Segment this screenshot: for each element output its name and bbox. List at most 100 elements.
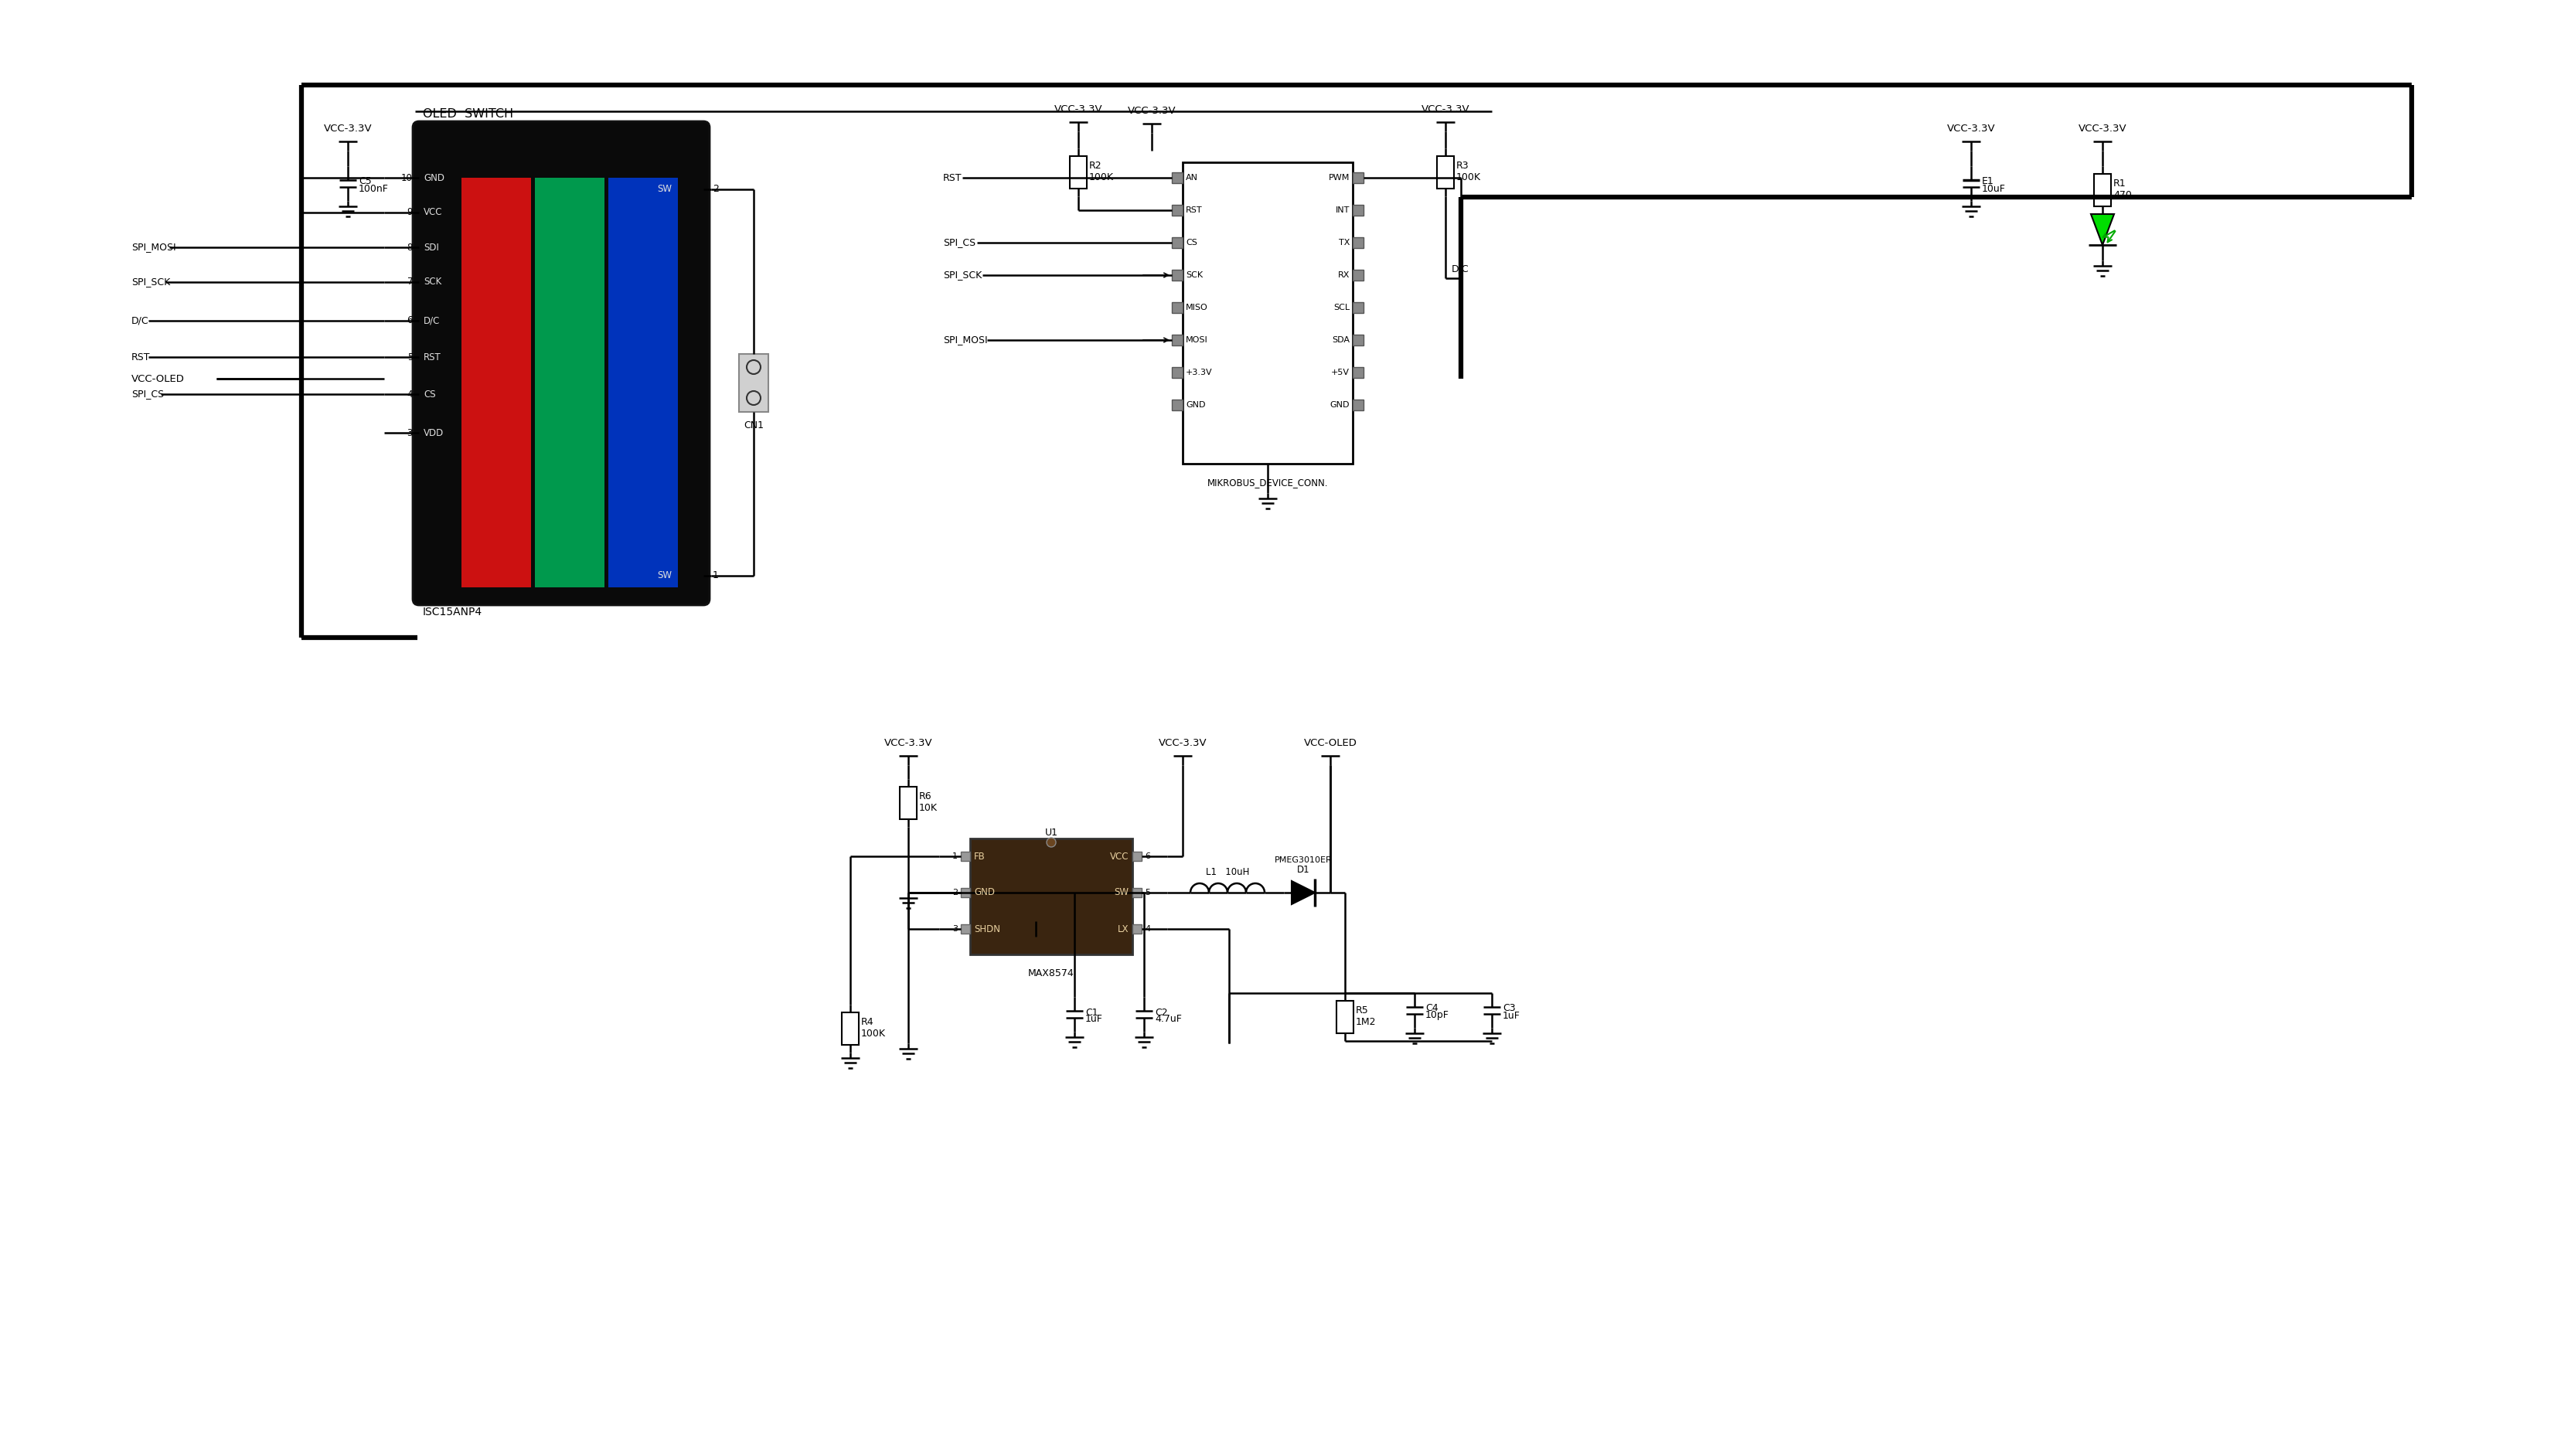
Text: 1: 1 bbox=[951, 852, 959, 860]
Bar bbox=[1353, 303, 1363, 313]
Text: MIKROBUS_DEVICE_CONN.: MIKROBUS_DEVICE_CONN. bbox=[1207, 478, 1327, 488]
Bar bbox=[1171, 335, 1184, 345]
Bar bbox=[1171, 367, 1184, 379]
Text: MISO: MISO bbox=[1186, 304, 1207, 312]
Text: VDD: VDD bbox=[424, 428, 445, 438]
Text: R5: R5 bbox=[1355, 1006, 1368, 1016]
FancyBboxPatch shape bbox=[412, 121, 711, 606]
Text: R2: R2 bbox=[1089, 160, 1102, 170]
Text: L1   10uH: L1 10uH bbox=[1207, 868, 1250, 877]
Text: SPI_MOSI: SPI_MOSI bbox=[130, 242, 176, 252]
Text: 100nF: 100nF bbox=[358, 183, 389, 194]
Text: VCC-3.3V: VCC-3.3V bbox=[1053, 105, 1102, 115]
Text: 9: 9 bbox=[407, 208, 412, 217]
Bar bbox=[961, 888, 969, 897]
Text: D/C: D/C bbox=[424, 316, 440, 326]
Bar bbox=[1353, 269, 1363, 281]
Text: VCC-3.3V: VCC-3.3V bbox=[2079, 124, 2127, 134]
Text: VCC-3.3V: VCC-3.3V bbox=[1946, 124, 1994, 134]
Text: 6: 6 bbox=[407, 316, 412, 326]
Text: MOSI: MOSI bbox=[1186, 336, 1207, 344]
Bar bbox=[961, 925, 969, 933]
Text: D/C: D/C bbox=[1452, 264, 1470, 274]
Text: D1: D1 bbox=[1296, 865, 1309, 875]
Bar bbox=[739, 354, 767, 412]
Text: CS: CS bbox=[1186, 239, 1197, 246]
Text: RST: RST bbox=[130, 352, 151, 363]
Text: MAX8574: MAX8574 bbox=[1028, 968, 1074, 978]
Bar bbox=[1353, 335, 1363, 345]
Text: 100K: 100K bbox=[1089, 172, 1115, 182]
Text: VCC-3.3V: VCC-3.3V bbox=[325, 124, 371, 134]
Text: SPI_MOSI: SPI_MOSI bbox=[944, 335, 987, 345]
Text: 10: 10 bbox=[401, 173, 412, 183]
Bar bbox=[1171, 303, 1184, 313]
Text: R1: R1 bbox=[2112, 179, 2127, 189]
Text: SW: SW bbox=[1115, 888, 1128, 898]
Text: CN1: CN1 bbox=[744, 421, 765, 431]
Bar bbox=[1184, 162, 1353, 463]
Text: PWM: PWM bbox=[1330, 173, 1350, 182]
Bar bbox=[1353, 367, 1363, 379]
Text: VCC-3.3V: VCC-3.3V bbox=[885, 738, 933, 748]
Text: 10pF: 10pF bbox=[1424, 1010, 1450, 1021]
Text: 7: 7 bbox=[407, 277, 412, 287]
Text: +3.3V: +3.3V bbox=[1186, 368, 1212, 376]
Bar bbox=[1353, 399, 1363, 411]
Bar bbox=[2094, 173, 2112, 207]
Bar bbox=[841, 1012, 859, 1045]
Text: SPI_CS: SPI_CS bbox=[944, 237, 977, 248]
Bar bbox=[1171, 399, 1184, 411]
Text: GND: GND bbox=[424, 173, 445, 183]
Text: 2: 2 bbox=[713, 185, 719, 194]
Text: SW: SW bbox=[657, 185, 672, 194]
Text: R4: R4 bbox=[862, 1018, 874, 1026]
Text: ISC15ANP4: ISC15ANP4 bbox=[422, 607, 483, 617]
Text: VCC-3.3V: VCC-3.3V bbox=[1158, 738, 1207, 748]
Text: C2: C2 bbox=[1156, 1008, 1169, 1018]
Text: LX: LX bbox=[1117, 925, 1128, 933]
Bar bbox=[969, 839, 1133, 955]
Text: 10uF: 10uF bbox=[1982, 183, 2005, 194]
Text: +5V: +5V bbox=[1332, 368, 1350, 376]
Bar bbox=[1353, 172, 1363, 183]
Bar bbox=[1171, 172, 1184, 183]
Text: RST: RST bbox=[424, 352, 442, 363]
Text: 4.7uF: 4.7uF bbox=[1156, 1015, 1181, 1025]
Text: 2: 2 bbox=[951, 888, 959, 897]
Text: VCC-3.3V: VCC-3.3V bbox=[1128, 106, 1176, 116]
Text: 470: 470 bbox=[2112, 189, 2133, 199]
Text: 100K: 100K bbox=[1457, 172, 1481, 182]
Bar bbox=[900, 786, 918, 820]
Text: RST: RST bbox=[944, 173, 961, 183]
Text: D/C: D/C bbox=[130, 316, 148, 326]
Text: VCC: VCC bbox=[424, 208, 442, 217]
Text: GND: GND bbox=[1330, 400, 1350, 409]
Text: SPI_CS: SPI_CS bbox=[130, 389, 164, 399]
Text: SCK: SCK bbox=[424, 277, 442, 287]
Bar bbox=[1133, 925, 1140, 933]
Polygon shape bbox=[1291, 881, 1314, 904]
Bar bbox=[1337, 1000, 1353, 1034]
Text: GND: GND bbox=[974, 888, 995, 898]
Text: GND: GND bbox=[1186, 400, 1204, 409]
Text: RST: RST bbox=[1186, 207, 1202, 214]
Bar bbox=[1353, 205, 1363, 215]
Bar bbox=[460, 178, 532, 587]
Text: SPI_SCK: SPI_SCK bbox=[130, 277, 171, 287]
Bar bbox=[1437, 156, 1455, 189]
Bar bbox=[1171, 205, 1184, 215]
Bar bbox=[1069, 156, 1087, 189]
Text: SCL: SCL bbox=[1332, 304, 1350, 312]
Text: C5: C5 bbox=[358, 176, 371, 186]
Text: 4: 4 bbox=[1146, 925, 1151, 933]
Text: 1uF: 1uF bbox=[1084, 1015, 1102, 1025]
Text: 3: 3 bbox=[407, 428, 412, 438]
Text: AN: AN bbox=[1186, 173, 1199, 182]
Text: 100K: 100K bbox=[862, 1028, 885, 1038]
Text: RX: RX bbox=[1337, 271, 1350, 280]
Text: SHDN: SHDN bbox=[974, 925, 1000, 933]
Text: SDI: SDI bbox=[424, 242, 440, 252]
Text: E1: E1 bbox=[1982, 176, 1994, 186]
Text: TX: TX bbox=[1337, 239, 1350, 246]
